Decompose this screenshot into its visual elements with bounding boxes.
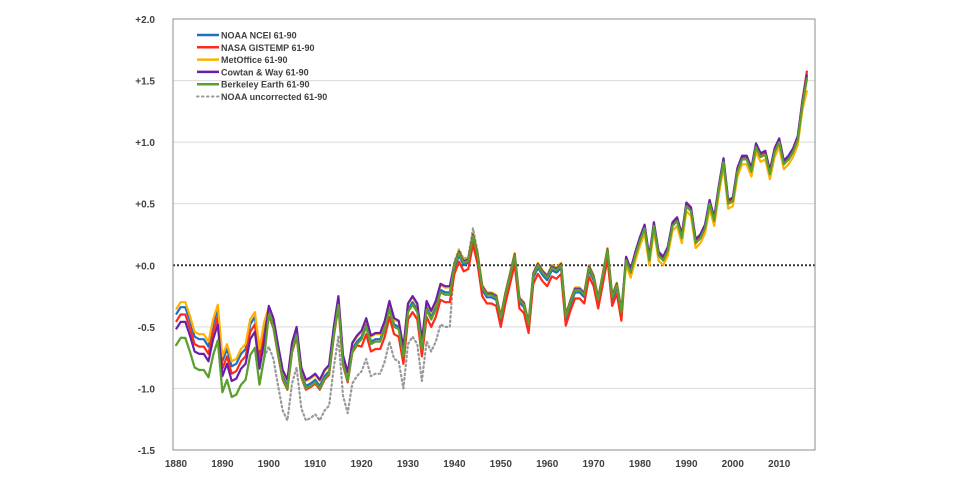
y-tick-label: -1.0 — [138, 384, 156, 395]
x-tick-label: 1950 — [490, 459, 513, 470]
y-tick-label: +1.5 — [135, 77, 155, 88]
series-line-metoffice-61-90 — [175, 90, 809, 383]
series-line-berkeley-earth-61-90 — [175, 77, 809, 399]
series-line-nasa-gistemp-61-90 — [175, 70, 809, 391]
plot-frame — [172, 18, 816, 451]
x-axis-tick-labels: 1880 1890 1900 1910 1920 1930 1940 1950 1960 1970… — [165, 459, 791, 470]
legend: NOAA NCEI 61-90 NASA GISTEMP 61-90 MetOffi… — [196, 31, 327, 102]
x-tick-label: 1970 — [582, 459, 605, 470]
x-tick-label: 2010 — [768, 459, 791, 470]
y-tick-label: -0.5 — [138, 323, 156, 334]
series-line-cowtan-way-61-90 — [175, 74, 809, 383]
y-tick-label: +0.0 — [135, 261, 155, 272]
series-lines — [174, 70, 809, 422]
legend-label: Cowtan & Way 61-90 — [221, 67, 309, 77]
x-tick-label: 1920 — [350, 459, 373, 470]
x-tick-label: 1980 — [629, 459, 652, 470]
x-tick-label: 2000 — [722, 459, 745, 470]
x-tick-label: 1910 — [304, 459, 327, 470]
legend-label: NASA GISTEMP 61-90 — [221, 43, 315, 53]
y-axis-tick-labels: +2.0 +1.5 +1.0 +0.5 +0.0 -0.5 -1.0 -1.5 — [135, 15, 155, 457]
y-tick-label: +2.0 — [135, 15, 155, 26]
legend-label: NOAA uncorrected 61-90 — [221, 92, 327, 102]
x-tick-label: 1990 — [675, 459, 698, 470]
series-line-noaa-uncorrected-61-90 — [174, 76, 809, 422]
x-tick-label: 1880 — [165, 459, 188, 470]
series-line-noaa-ncei-61-90 — [175, 77, 809, 388]
y-tick-label: +1.0 — [135, 138, 155, 149]
x-tick-label: 1930 — [397, 459, 420, 470]
y-tick-label: +0.5 — [135, 200, 155, 211]
x-tick-label: 1940 — [443, 459, 466, 470]
y-tick-label: -1.5 — [138, 446, 156, 457]
x-tick-label: 1900 — [258, 459, 281, 470]
legend-label: Berkeley Earth 61-90 — [221, 80, 310, 90]
x-tick-label: 1890 — [211, 459, 234, 470]
legend-label: NOAA NCEI 61-90 — [221, 31, 297, 41]
legend-label: MetOffice 61-90 — [221, 55, 288, 65]
x-tick-label: 1960 — [536, 459, 559, 470]
